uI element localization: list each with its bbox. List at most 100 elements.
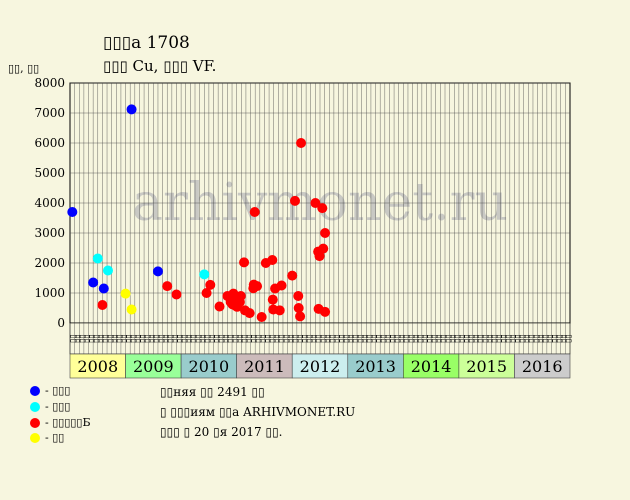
month-label: ▯▯ [466,334,475,343]
month-label: ▯▯ [156,334,165,343]
month-label: ▯▯ [203,334,212,343]
month-label: ▯▯ [517,334,526,343]
legend-yellow-dot-icon [30,433,40,443]
month-label: ▯▯ [73,334,82,343]
month-label: ▯▯ [434,334,443,343]
data-point [67,207,78,217]
month-label: ▯▯ [374,334,383,343]
year-label: 2011 [244,357,285,376]
month-label: ▯▯ [267,334,276,343]
month-label: ▯▯ [142,334,151,343]
month-label: ▯▯ [504,334,513,343]
month-label: ▯▯ [291,334,300,343]
footer-line-2: ▯ ▯▯▯иям ▯▯а ARHIVMONET.RU [160,405,356,419]
month-label: ▯▯ [318,334,327,343]
month-label: ▯▯ [564,334,573,343]
month-label: ▯▯ [82,334,91,343]
month-label: ▯▯ [337,334,346,343]
month-label: ▯▯ [115,334,124,343]
data-point [295,311,306,322]
month-label: ▯▯ [87,334,96,343]
month-label: ▯▯ [480,334,489,343]
month-label: ▯▯ [124,334,133,343]
data-point [102,265,113,276]
year-label: 2015 [466,357,507,376]
data-point [214,301,225,312]
data-point [276,280,287,291]
month-label: ▯▯ [138,334,147,343]
month-label: ▯▯ [295,334,304,343]
month-label: ▯▯ [258,334,267,343]
month-label: ▯▯ [406,334,415,343]
month-label: ▯▯ [332,334,341,343]
year-cell [291,353,349,379]
data-point [249,207,260,217]
month-label: ▯▯ [91,334,100,343]
month-label: ▯▯ [68,334,77,343]
data-point [120,288,131,299]
month-label: ▯▯ [277,334,286,343]
data-point [314,251,325,262]
footer-line-1: ▯▯няя ▯▯ 2491 ▯▯ [160,385,265,399]
year-label: 2016 [522,357,563,376]
year-cell [180,353,237,379]
month-label: ▯▯ [388,334,397,343]
month-label: ▯▯ [328,334,337,343]
data-point [252,281,263,292]
data-point [97,300,108,310]
month-label: ▯▯ [286,334,295,343]
year-cell [125,353,182,379]
month-label: ▯▯ [110,334,119,343]
month-label: ▯▯ [545,334,554,343]
year-cell [514,353,571,379]
data-point [318,243,329,254]
month-label: ▯▯ [216,334,225,343]
month-label: ▯▯ [550,334,559,343]
data-point [267,255,278,265]
legend-label-blue: - ▯▯▯ [45,384,71,397]
month-label: ▯▯ [554,334,563,343]
year-cell [347,353,404,379]
month-label: ▯▯ [360,334,369,343]
month-label: ▯▯ [559,334,568,343]
month-label: ▯▯ [133,334,142,343]
month-label: ▯▯ [240,334,249,343]
month-label: ▯▯ [499,334,508,343]
y-tick-label: 2000 [34,256,65,270]
legend-red-dot-icon [30,418,40,428]
month-label: ▯▯ [425,334,434,343]
data-point [152,266,163,277]
data-points [67,104,331,322]
month-label: ▯▯ [300,334,309,343]
month-label: ▯▯ [490,334,499,343]
data-point [267,294,278,305]
month-label: ▯▯ [383,334,392,343]
data-point [320,228,331,238]
month-label: ▯▯ [166,334,175,343]
data-point [256,312,267,322]
month-label: ▯▯ [198,334,207,343]
year-band: 2008 2009 2010 2011 2012 2013 2014 2015 2016 [69,353,571,379]
month-label: ▯▯ [129,334,138,343]
month-label: ▯▯ [175,334,184,343]
footer-line-3: ▯▯▯ ▯ 20 ▯я 2017 ▯▯. [160,425,283,439]
month-label: ▯▯ [420,334,429,343]
month-label: ▯▯ [119,334,128,343]
month-label: ▯▯ [161,334,170,343]
month-label: ▯▯ [101,334,110,343]
month-label: ▯▯ [230,334,239,343]
data-point [293,291,304,301]
data-point [88,277,99,288]
month-label: ▯▯ [462,334,471,343]
data-point [205,279,216,290]
month-label: ▯▯ [536,334,545,343]
chart-subtitle: ▯▯▯ Cu, ▯▯▯ VF. [103,57,217,75]
data-point [320,306,331,317]
month-label: ▯▯ [453,334,462,343]
chart-title: ▯▯▯а 1708 [103,33,190,53]
legend-label-cyan: - ▯▯▯ [45,400,71,413]
year-label: 2008 [77,357,118,376]
year-cell [403,353,460,379]
month-label: ▯▯ [304,334,313,343]
month-label: ▯▯ [411,334,420,343]
